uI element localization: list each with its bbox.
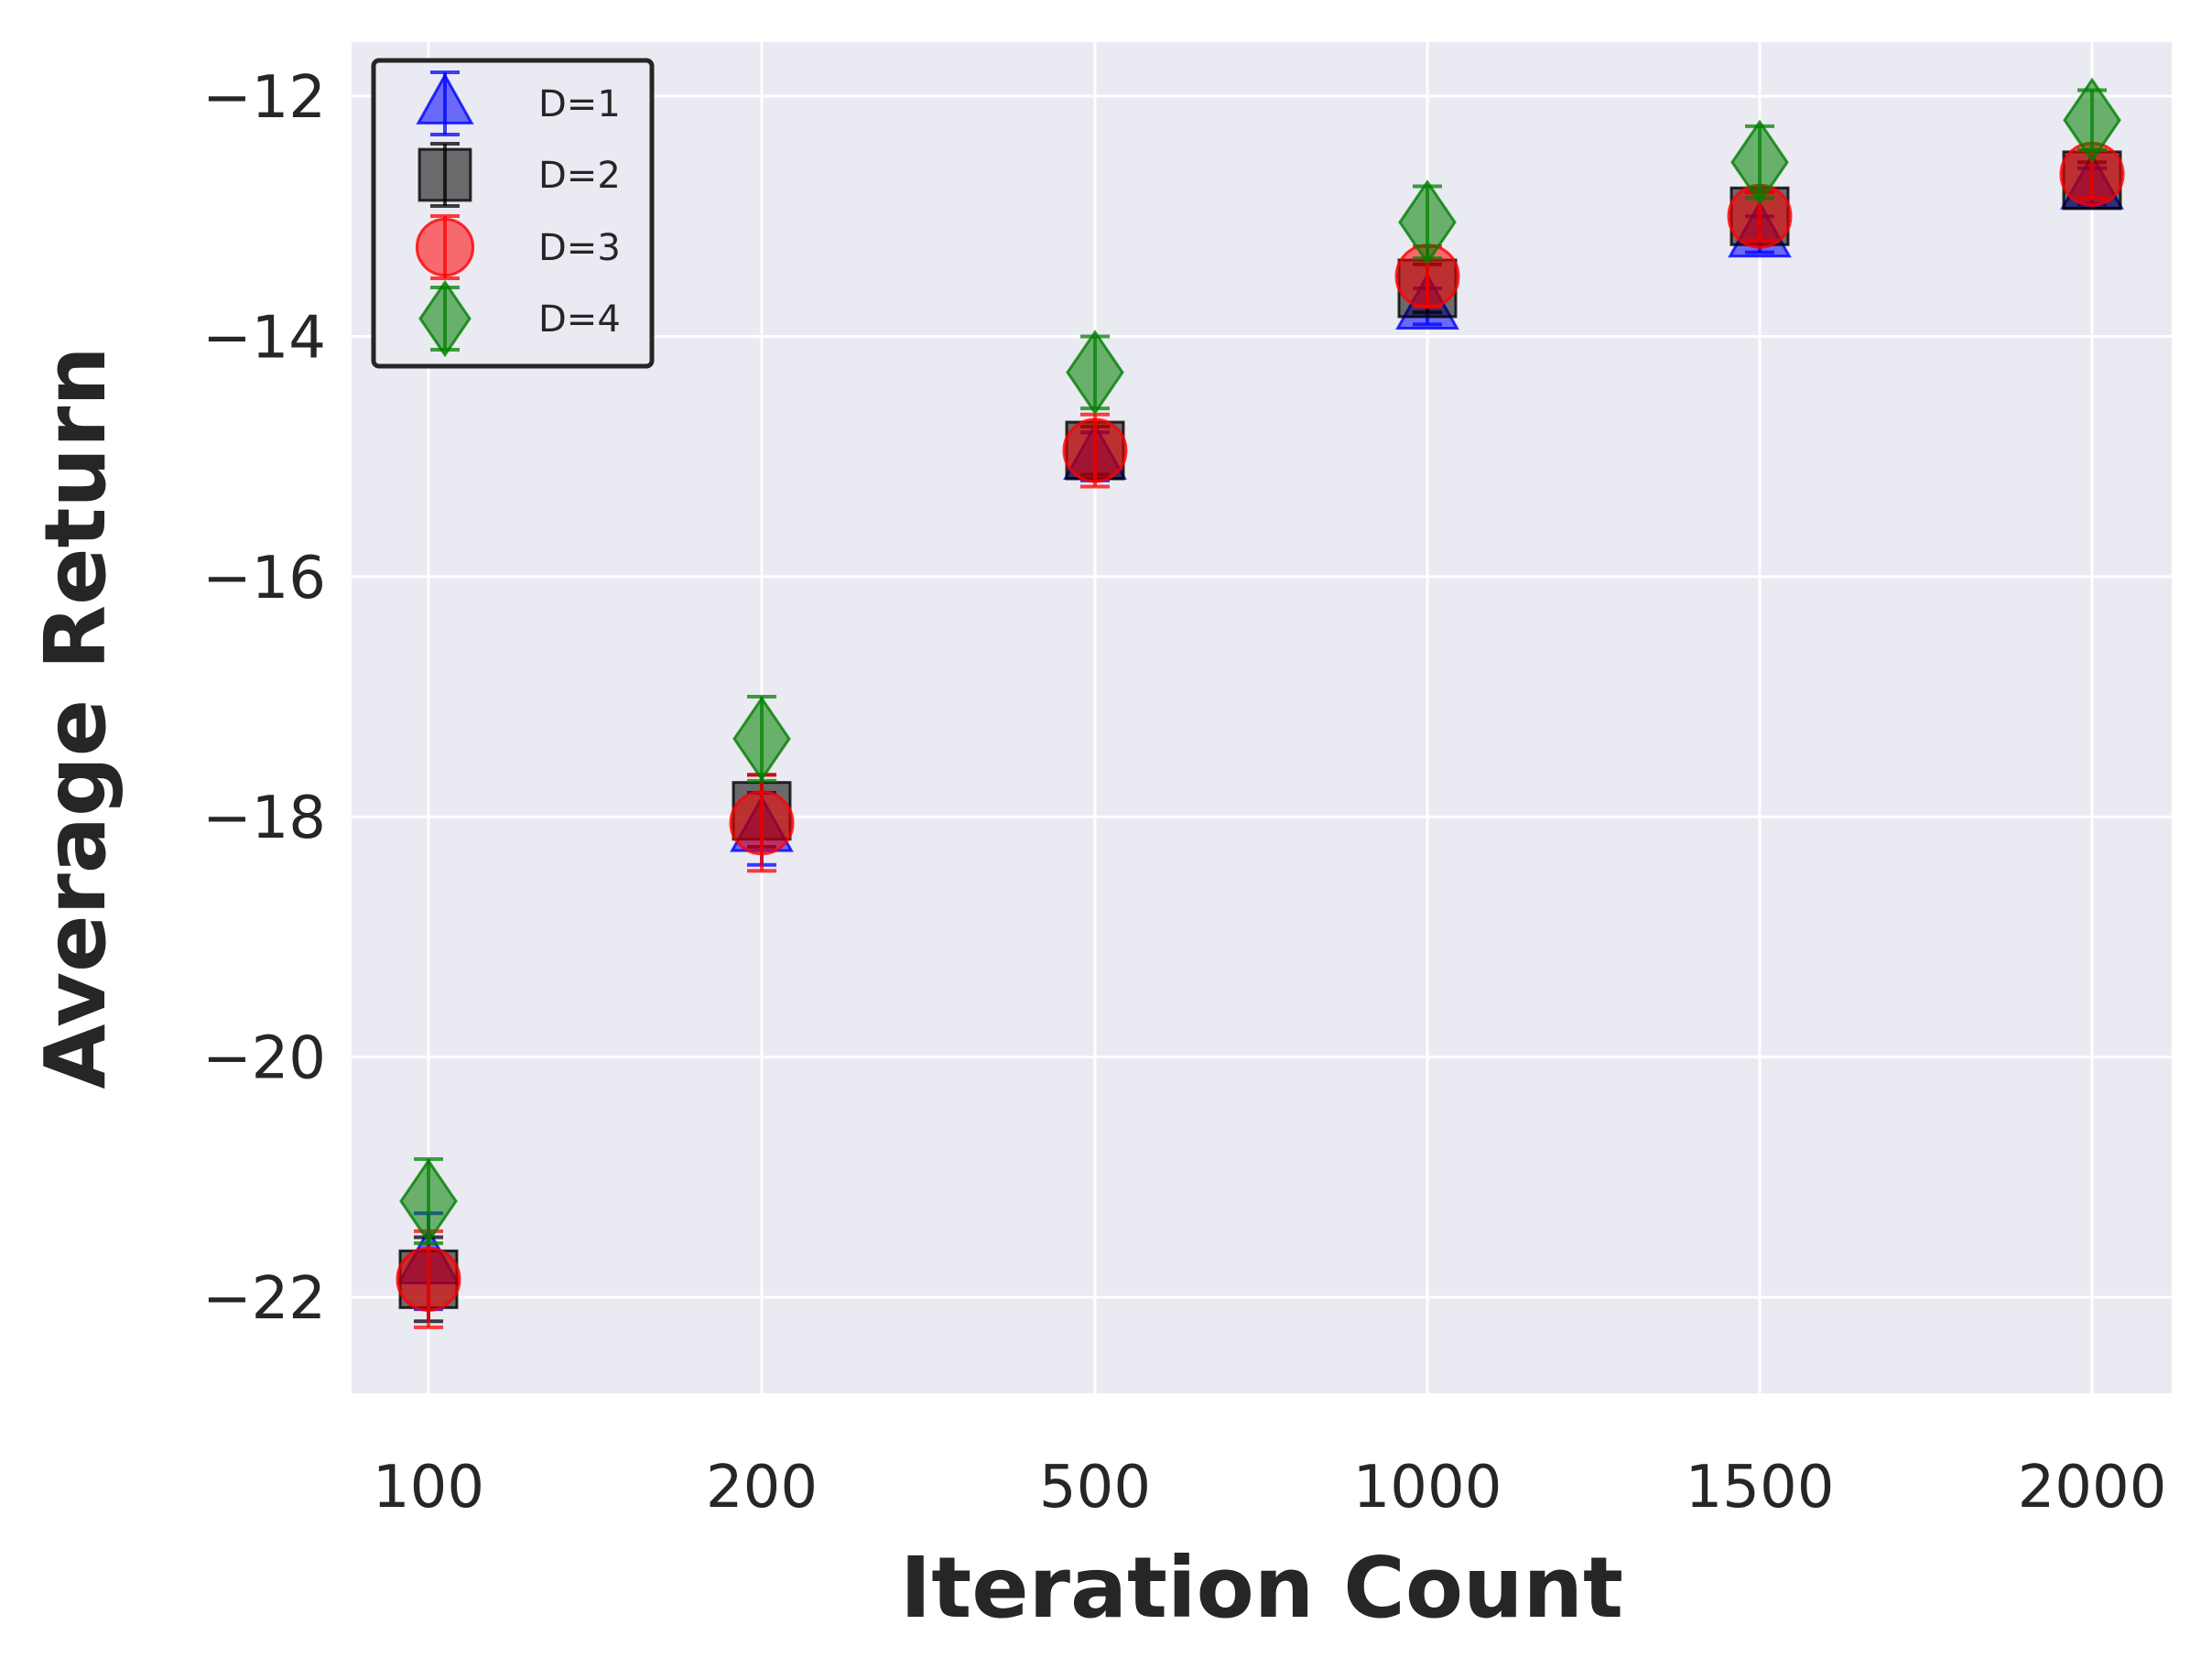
legend-marker-d4: [418, 279, 472, 358]
plot-background: [352, 42, 2172, 1393]
data-point-d4: [1730, 119, 1789, 205]
y-tick-label: −12: [202, 64, 326, 132]
legend-marker-d2: [417, 147, 472, 202]
grid-lines: [352, 42, 2172, 1393]
data-point-d4: [732, 696, 791, 782]
data-point-d4: [2063, 77, 2121, 163]
x-tick-label: 100: [373, 1454, 484, 1522]
y-tick-label: −14: [202, 304, 326, 372]
y-tick-label: −22: [202, 1265, 326, 1333]
series-d4: [399, 77, 2121, 1245]
x-axis-ticks: 100 200 500 1000 1500 2000: [373, 1454, 2167, 1522]
x-axis-title: Iteration Count: [900, 1539, 1623, 1637]
data-point-d4: [399, 1158, 458, 1244]
x-tick-label: 500: [1039, 1454, 1151, 1522]
legend-marker-d1: [416, 72, 474, 125]
x-tick-label: 200: [706, 1454, 818, 1522]
legend-label-d3: D=3: [538, 227, 621, 269]
data-point-d3: [729, 790, 795, 856]
y-axis-title: Average Return: [27, 346, 125, 1089]
data-point-d3: [1062, 417, 1128, 483]
y-tick-label: −20: [202, 1025, 326, 1093]
y-axis-ticks: −22 −20 −18 −16 −14 −12: [202, 64, 326, 1333]
x-tick-label: 1500: [1686, 1454, 1835, 1522]
legend-marker-d3: [415, 217, 475, 277]
x-tick-label: 1000: [1353, 1454, 1502, 1522]
legend-label-d2: D=2: [538, 155, 621, 197]
legend: D=1 D=2 D=3 D=4: [371, 58, 655, 369]
legend-label-d1: D=1: [538, 83, 621, 125]
data-points: [396, 77, 2125, 1329]
x-tick-label: 2000: [2018, 1454, 2167, 1522]
y-tick-label: −18: [202, 785, 326, 852]
data-point-d4: [1066, 330, 1124, 416]
data-point-d3: [396, 1246, 461, 1312]
legend-label-d4: D=4: [538, 298, 621, 341]
data-point-d4: [1398, 179, 1457, 265]
y-tick-label: −16: [202, 545, 326, 612]
